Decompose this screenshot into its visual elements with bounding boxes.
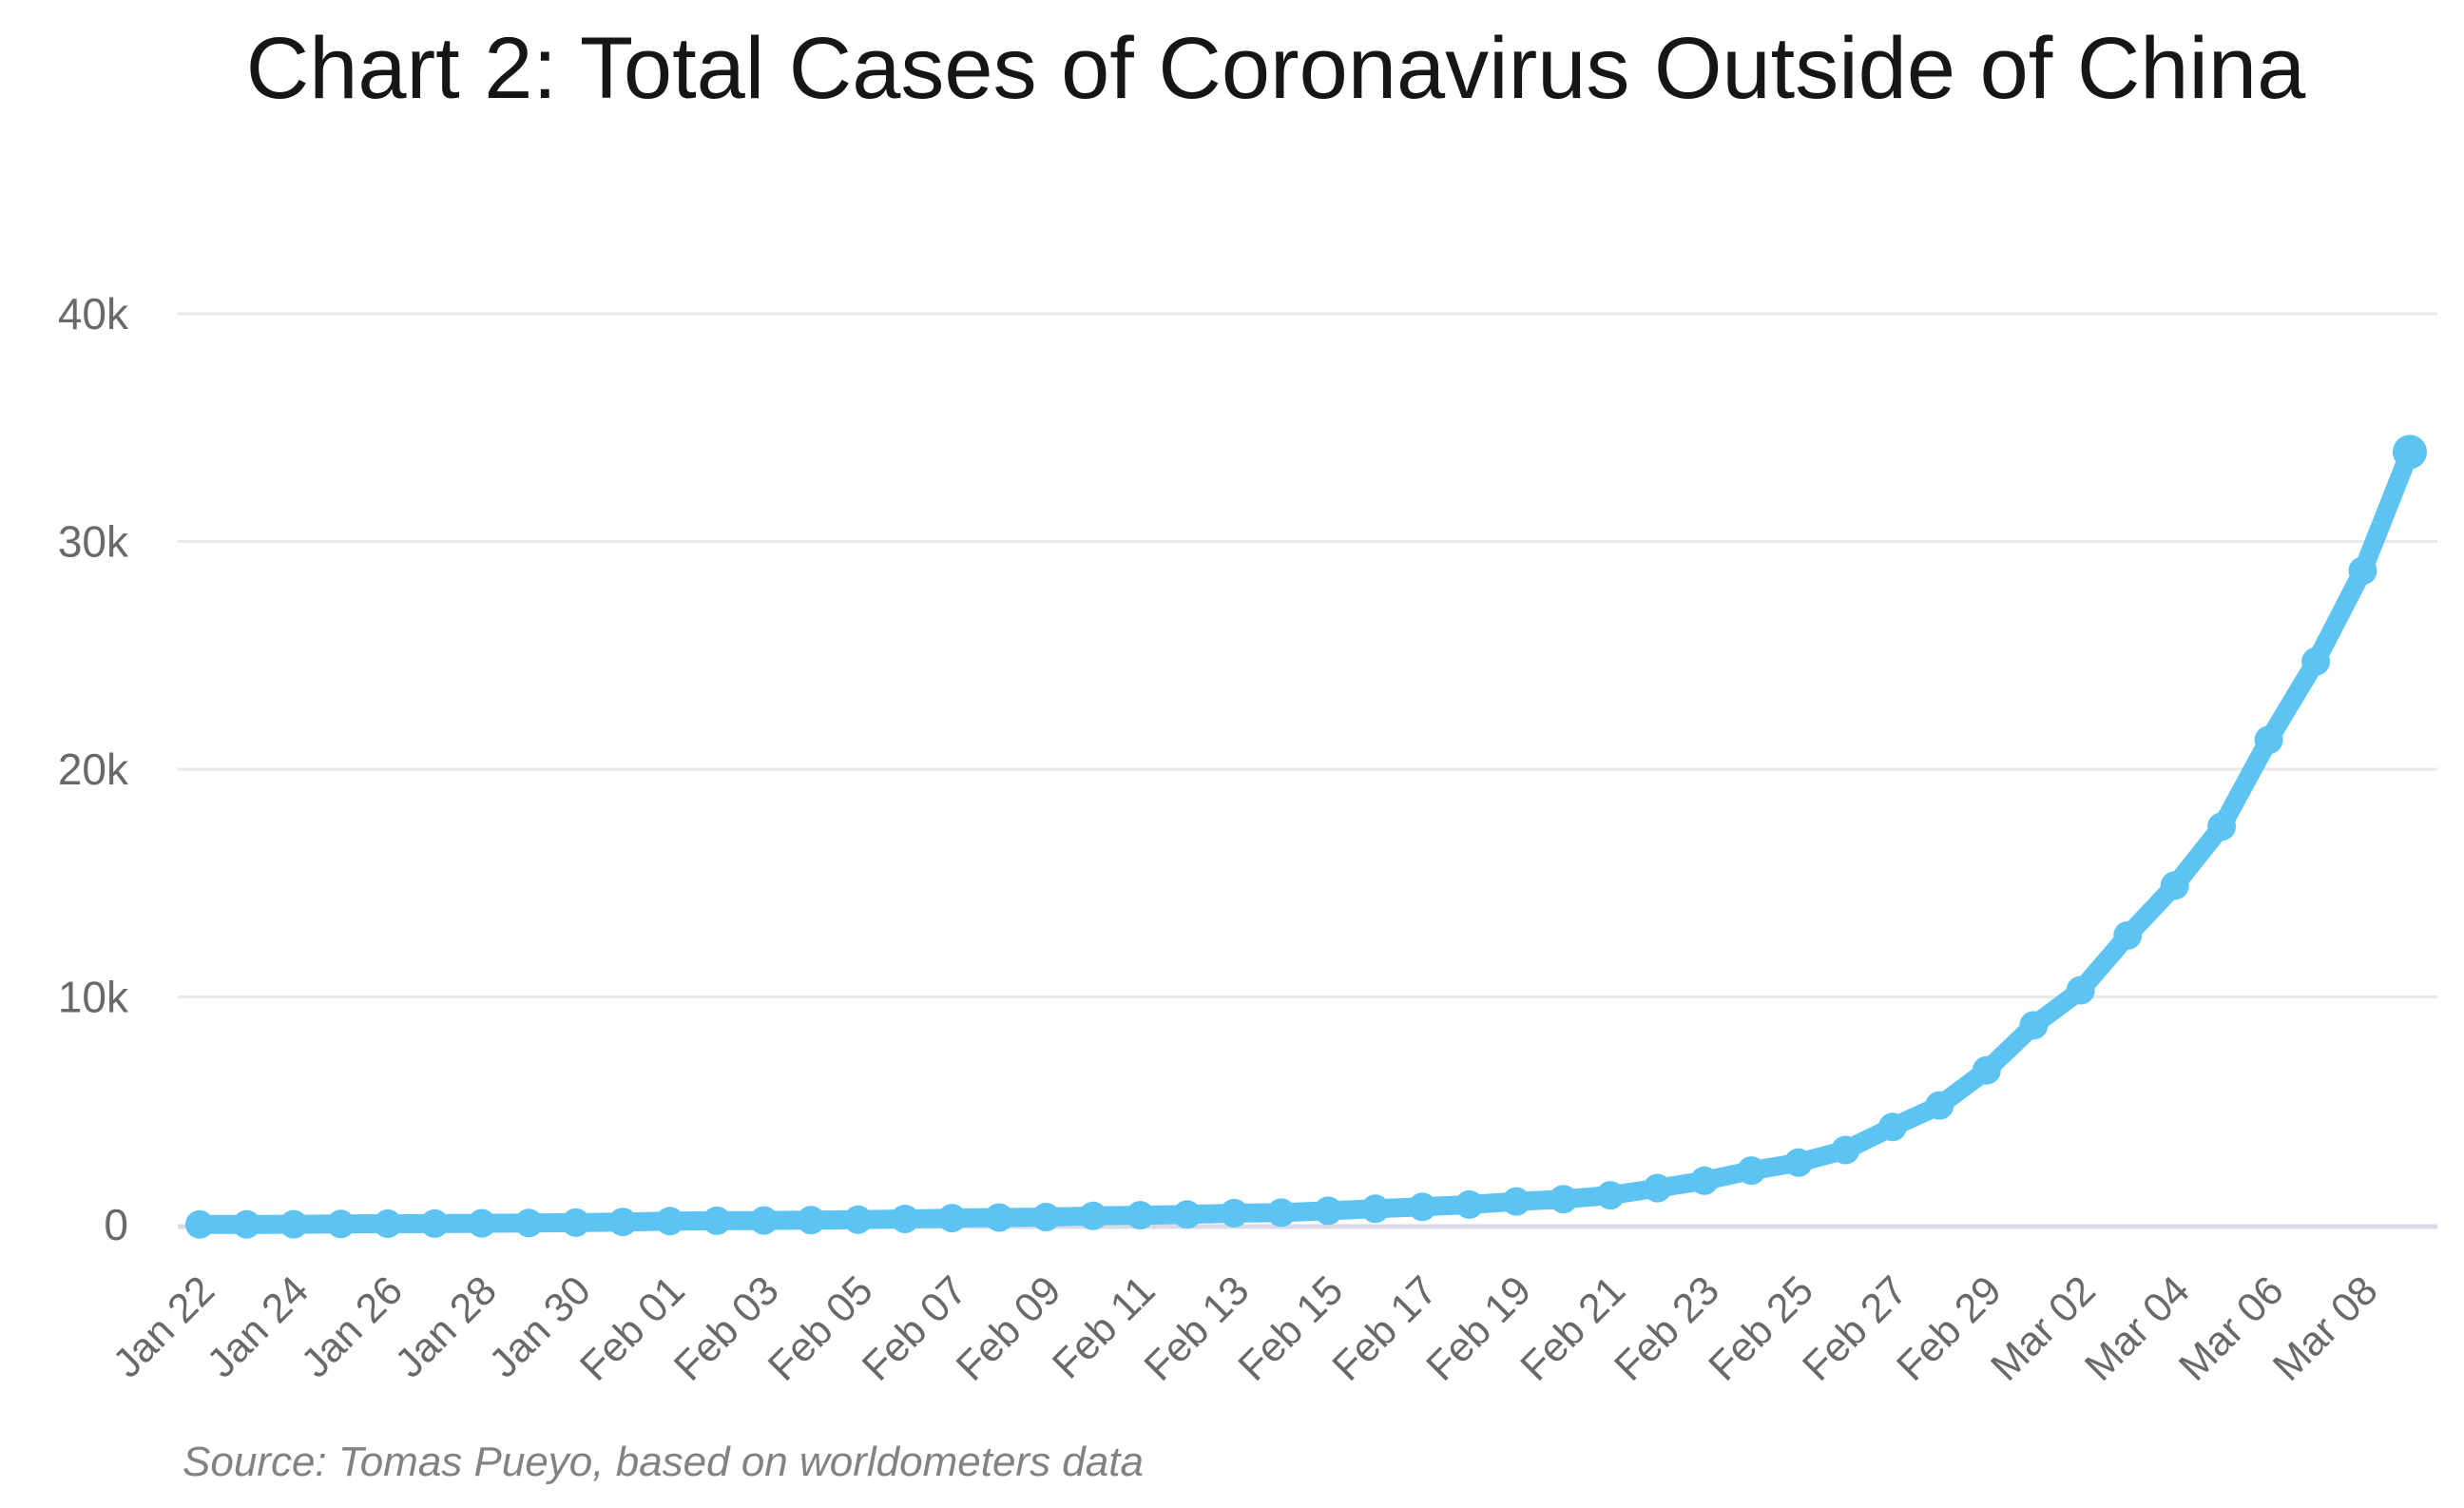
x-tick-label: Jan 28 <box>387 1267 506 1386</box>
data-point <box>1502 1187 1531 1216</box>
x-tick-label: Feb 09 <box>948 1267 1070 1390</box>
x-tick-label: Feb 13 <box>1136 1267 1259 1390</box>
data-point <box>1266 1198 1296 1228</box>
data-point <box>1408 1192 1437 1222</box>
data-point <box>891 1205 919 1233</box>
data-point <box>326 1209 356 1239</box>
data-point <box>1831 1135 1860 1165</box>
y-tick-label: 0 <box>104 1200 128 1249</box>
data-point <box>420 1208 450 1238</box>
data-point <box>2301 647 2331 676</box>
data-point <box>2348 556 2377 586</box>
data-point <box>1220 1198 1249 1228</box>
data-point <box>843 1205 873 1234</box>
data-point <box>937 1204 967 1233</box>
x-tick-label: Feb 07 <box>854 1267 976 1390</box>
x-tick-label: Feb 15 <box>1230 1267 1353 1390</box>
data-point <box>1925 1091 1954 1120</box>
x-tick-label: Jan 24 <box>199 1267 318 1386</box>
x-tick-label: Feb 25 <box>1700 1267 1822 1390</box>
data-point <box>1454 1189 1484 1219</box>
data-point <box>1314 1196 1343 1226</box>
data-point <box>703 1206 732 1235</box>
x-tick-label: Jan 26 <box>293 1267 412 1386</box>
data-point <box>232 1209 261 1239</box>
data-point <box>561 1208 590 1237</box>
x-tick-label: Feb 29 <box>1888 1267 2011 1390</box>
data-point <box>1737 1156 1766 1186</box>
data-point <box>2254 725 2283 755</box>
data-point <box>2019 1011 2049 1040</box>
data-point <box>608 1208 638 1237</box>
data-point <box>2160 871 2189 900</box>
x-tick-label: Feb 03 <box>665 1267 788 1390</box>
data-point <box>467 1208 496 1238</box>
data-point <box>185 1209 214 1239</box>
data-point <box>1972 1055 2001 1085</box>
x-tick-label: Feb 19 <box>1418 1267 1541 1390</box>
data-point <box>1596 1181 1625 1210</box>
data-point <box>1360 1194 1390 1224</box>
y-tick-label: 40k <box>58 289 129 338</box>
x-tick-label: Feb 27 <box>1794 1267 1916 1390</box>
data-point <box>1078 1201 1107 1230</box>
x-tick-label: Feb 05 <box>760 1267 882 1390</box>
source-note: Source: Tomas Pueyo, based on worldomete… <box>183 1439 1144 1485</box>
chart-title: Chart 2: Total Cases of Coronavirus Outs… <box>245 20 2306 117</box>
x-tick-label: Mar 06 <box>2170 1267 2293 1390</box>
y-tick-label: 20k <box>58 744 129 794</box>
x-tick-label: Feb 21 <box>1512 1267 1635 1390</box>
data-point <box>1126 1201 1155 1230</box>
x-tick-label: Mar 08 <box>2264 1267 2387 1390</box>
data-point <box>1031 1203 1061 1231</box>
y-tick-label: 10k <box>58 973 129 1022</box>
data-point <box>2066 976 2095 1005</box>
cases-series-line <box>190 442 2419 1234</box>
data-point <box>514 1208 544 1238</box>
data-point <box>1690 1166 1719 1195</box>
data-point <box>2113 920 2143 950</box>
data-point <box>373 1209 402 1238</box>
y-tick-label: 30k <box>58 517 129 567</box>
data-point <box>2207 812 2237 841</box>
x-tick-label: Jan 22 <box>105 1267 223 1386</box>
data-point <box>1172 1200 1202 1229</box>
x-tick-label: Feb 01 <box>571 1267 694 1390</box>
x-tick-label: Feb 17 <box>1324 1267 1447 1390</box>
data-point <box>1549 1185 1578 1214</box>
data-point <box>985 1203 1013 1232</box>
data-point <box>1643 1173 1672 1203</box>
x-tick-label: Feb 23 <box>1606 1267 1728 1390</box>
x-tick-label: Mar 02 <box>1982 1267 2105 1390</box>
data-point <box>2393 435 2427 470</box>
data-point <box>655 1207 684 1236</box>
x-tick-label: Mar 04 <box>2076 1267 2199 1390</box>
x-tick-label: Feb 11 <box>1044 1267 1164 1387</box>
data-point <box>279 1209 308 1239</box>
data-point <box>1783 1148 1813 1177</box>
data-point <box>797 1206 826 1235</box>
data-point <box>1877 1112 1907 1142</box>
data-point <box>749 1206 779 1235</box>
